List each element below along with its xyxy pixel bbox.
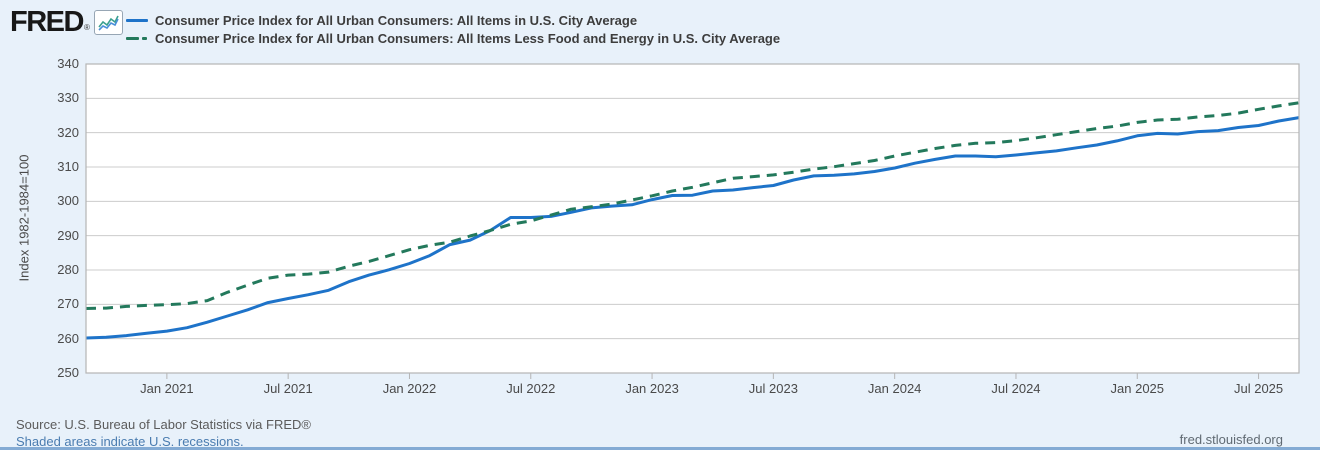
x-tick-label: Jan 2025 — [1110, 381, 1165, 396]
x-tick-label: Jul 2021 — [263, 381, 313, 396]
fred-sparkline-icon — [93, 9, 123, 35]
y-axis-title: Index 1982-1984=100 — [16, 154, 32, 282]
registered-mark-icon: ® — [83, 23, 90, 32]
y-tick-label: 290 — [57, 227, 79, 243]
source-attribution: Source: U.S. Bureau of Labor Statistics … — [16, 417, 311, 432]
x-tick-label: Jan 2023 — [625, 381, 679, 396]
chart-plot-area[interactable] — [0, 0, 1320, 410]
y-tick-label: 270 — [57, 296, 79, 312]
fred-logo[interactable]: FRED ® — [10, 6, 123, 38]
fred-logo-text: FRED — [10, 6, 84, 38]
legend: Consumer Price Index for All Urban Consu… — [126, 11, 780, 47]
dashed-line-swatch-icon — [126, 36, 148, 40]
y-tick-label: 330 — [57, 90, 79, 106]
x-tick-label: Jan 2024 — [867, 381, 922, 396]
y-tick-label: 280 — [57, 262, 79, 277]
legend-label: Consumer Price Index for All Urban Consu… — [155, 12, 638, 28]
legend-label: Consumer Price Index for All Urban Consu… — [155, 30, 781, 46]
y-tick-label: 310 — [57, 159, 79, 174]
x-tick-label: Jan 2021 — [140, 381, 194, 396]
x-tick-label: Jul 2025 — [1233, 381, 1284, 396]
x-tick-label: Jul 2024 — [991, 381, 1041, 396]
y-tick-label: 300 — [57, 193, 79, 209]
y-tick-label: 250 — [57, 365, 79, 380]
y-tick-label: 340 — [57, 56, 79, 71]
series-line-all-items[interactable] — [85, 116, 1300, 340]
recession-note-link[interactable]: Shaded areas indicate U.S. recessions. — [16, 434, 244, 449]
solid-line-swatch-icon — [126, 18, 148, 22]
plot-background — [86, 64, 1299, 373]
legend-item-core[interactable]: Consumer Price Index for All Urban Consu… — [126, 29, 780, 47]
x-tick-label: Jan 2022 — [382, 381, 437, 396]
y-tick-label: 320 — [57, 124, 79, 140]
fred-site-url: fred.stlouisfed.org — [1179, 432, 1283, 447]
x-tick-label: Jul 2022 — [506, 381, 556, 396]
y-tick-label: 260 — [57, 330, 79, 346]
x-tick-label: Jul 2023 — [748, 381, 798, 396]
series-line-core[interactable] — [85, 101, 1300, 310]
legend-item-all-items[interactable]: Consumer Price Index for All Urban Consu… — [126, 11, 780, 29]
plot-border — [85, 63, 1300, 374]
